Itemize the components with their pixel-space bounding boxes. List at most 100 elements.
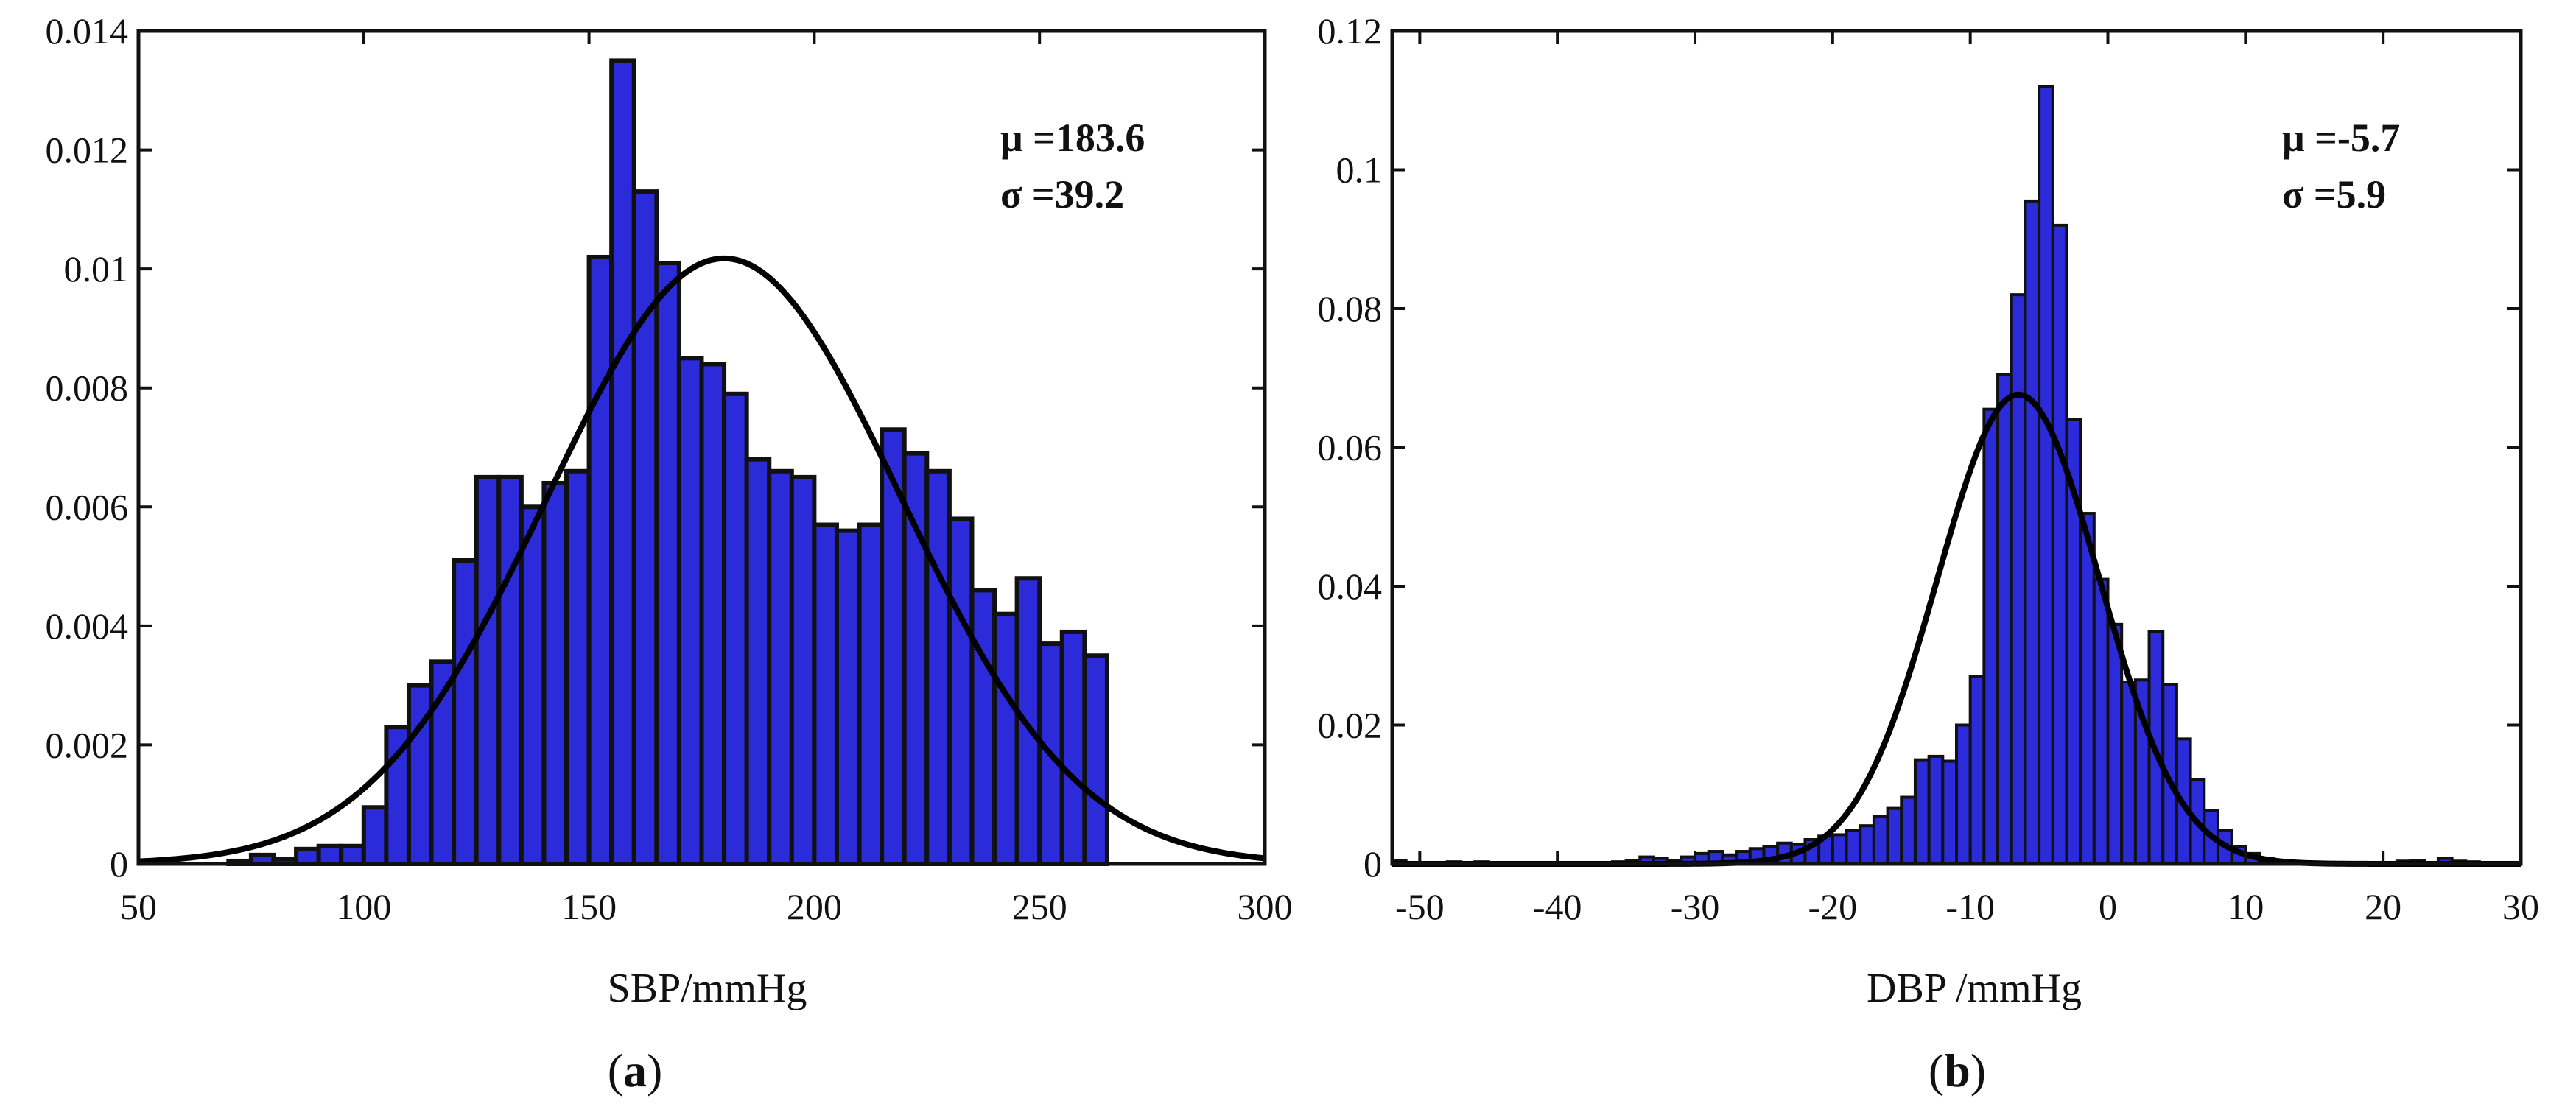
y-tick-label: 0 [1364,843,1382,885]
x-tick-label: 200 [787,886,842,927]
histogram-bar [924,468,952,866]
x-tick-label: 300 [1238,886,1293,927]
x-tick-label: 30 [2502,886,2539,927]
histogram-bar [1982,407,2000,865]
histogram-bar [1845,829,1862,866]
mean-label: μ =183.6 [1000,116,1145,160]
histogram-bar [2092,577,2110,865]
histogram-bar [474,474,502,866]
x-axis-label: SBP/mmHg [608,966,807,1011]
x-tick-label: 250 [1012,886,1067,927]
mean-label: μ =-5.7 [2282,116,2400,160]
histogram-bar [586,254,614,866]
panel-b: 0 0.02 0.04 0.06 0.08 0.1 0.12 -50 -40 -30 -20 -10… [1318,10,2540,1097]
histogram-bar [699,362,727,866]
histogram-bar [1968,675,1986,866]
histogram-bar [2051,223,2068,865]
x-tick-label: -30 [1671,886,1720,927]
panel-caption-letter: b [1944,1044,1970,1097]
histogram-bar [541,480,569,866]
histogram-bar [1872,815,1889,866]
plot-frame [136,29,1267,866]
y-tick-label: 0.01 [64,248,129,289]
y-tick-label: 0.12 [1318,10,1383,52]
y-tick-label: 0.02 [1318,705,1383,746]
histogram-bar [1886,806,1903,865]
x-axis-label: DBP /mmHg [1867,966,2082,1011]
x-ticks: -50 -40 -30 -20 -10 0 10 20 30 [1395,31,2539,927]
histogram-bar [1082,653,1109,866]
histogram-bar [452,558,479,866]
y-tick-label: 0.06 [1318,427,1383,468]
histogram-bar [316,843,344,866]
histogram-bar [2024,199,2041,866]
y-tick-label: 0.006 [46,486,129,527]
panel-caption-b: (b) [1929,1044,1986,1097]
histogram-bar [564,468,592,866]
y-ticks: 0 0.002 0.004 0.006 0.008 0.01 0.012 0.014 [46,10,1265,885]
histogram-bar [676,356,704,867]
x-tick-label: 20 [2365,886,2401,927]
x-tick-label: -40 [1533,886,1582,927]
panel-caption-letter: a [623,1044,647,1097]
histogram-bar [1955,723,1972,865]
y-tick-label: 0.012 [46,130,129,171]
histogram-bar [2010,293,2027,865]
x-tick-label: 150 [561,886,617,927]
histogram-bar [2038,85,2054,865]
y-tick-label: 0.008 [46,368,129,409]
histogram-bar [947,516,975,866]
y-ticks: 0 0.02 0.04 0.06 0.08 0.1 0.12 [1318,10,2521,885]
bars-group [226,58,1109,867]
histogram-bar [722,391,749,866]
y-tick-label: 0.04 [1318,566,1383,607]
histogram-bar [1941,759,1959,866]
y-tick-label: 0 [110,843,128,885]
histogram-bar [1927,754,1945,865]
x-tick-label: 50 [120,886,157,927]
x-tick-label: 10 [2227,886,2264,927]
histogram-bar [496,474,524,866]
histogram-bar [1831,833,1848,866]
histogram-bar [1059,629,1087,867]
x-tick-label: -10 [1945,886,1995,927]
histogram-bar [609,58,636,867]
y-tick-label: 0.014 [46,10,129,52]
histogram-bar [834,528,862,866]
histogram-bar [1996,373,2013,866]
histogram-bar [361,805,389,866]
histogram-bar [1900,795,1917,866]
histogram-bar [2106,622,2124,866]
histogram-bar [789,474,817,866]
histogram-bar [631,189,659,867]
x-ticks: 50 100 150 200 250 300 [120,31,1293,927]
sigma-label: σ =39.2 [1000,172,1124,217]
y-tick-label: 0.004 [46,605,129,647]
histogram-bar [294,846,321,867]
histogram-bar [857,522,885,866]
x-tick-label: -20 [1808,886,1858,927]
x-tick-label: 0 [2099,886,2117,927]
histogram-bar [519,504,547,866]
histogram-bar [2079,512,2096,865]
histogram-bar [1014,576,1042,866]
histogram-bar [654,261,681,867]
histogram-bar [992,611,1019,866]
sigma-label: σ =5.9 [2282,172,2386,217]
y-tick-label: 0.08 [1318,288,1383,329]
y-tick-label: 0.1 [1336,150,1383,191]
normal-fit-curve [138,255,1266,865]
histogram-bar [339,843,366,866]
histogram-bar [1913,758,1931,865]
panel-a: 0 0.002 0.004 0.006 0.008 0.01 0.012 0.014 50 10… [46,10,1293,1097]
histogram-bar [812,522,839,866]
x-tick-label: -50 [1395,886,1445,927]
histogram-bar [2120,681,2137,865]
panel-caption-a: (a) [608,1044,663,1097]
y-tick-label: 0.002 [46,724,129,765]
histogram-bar [969,588,997,867]
histogram-bar [767,468,794,866]
histogram-bar [1859,824,1875,865]
x-tick-label: 100 [336,886,391,927]
